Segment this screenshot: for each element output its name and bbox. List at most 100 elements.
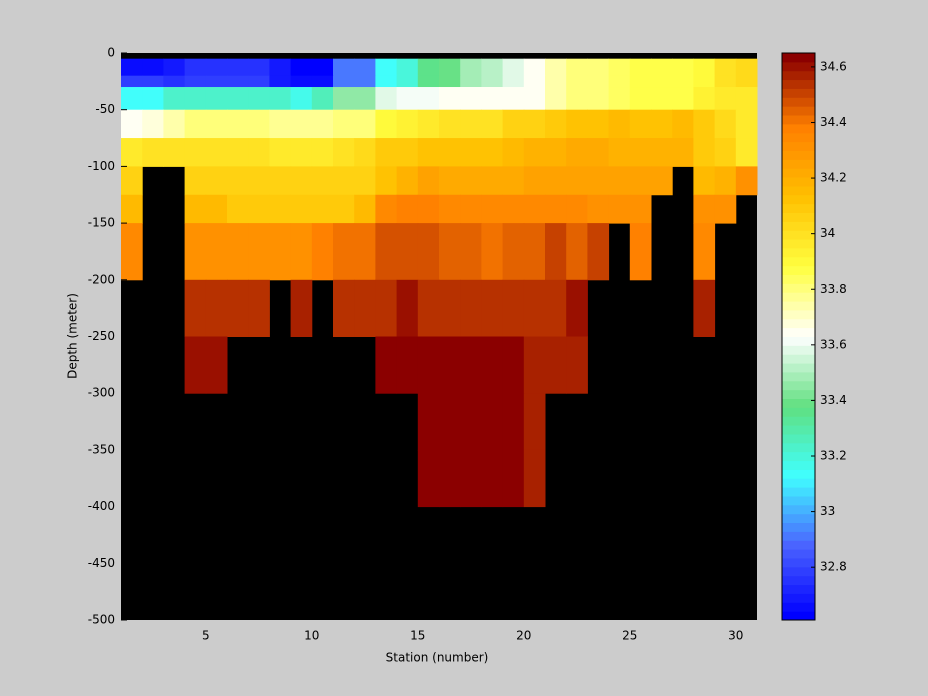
heatmap-cell bbox=[333, 279, 355, 337]
heatmap-cell bbox=[375, 194, 398, 224]
heatmap-cell bbox=[227, 194, 249, 224]
heatmap-cell bbox=[545, 75, 567, 88]
colorbar-swatch bbox=[782, 88, 815, 98]
heatmap-cell bbox=[502, 393, 525, 451]
colorbar-swatch bbox=[782, 425, 815, 435]
heatmap-cell bbox=[184, 87, 207, 111]
colorbar-swatch bbox=[782, 549, 815, 559]
heatmap-cell bbox=[248, 87, 270, 111]
heatmap-cell bbox=[629, 138, 652, 167]
heatmap-cell bbox=[333, 109, 355, 139]
heatmap-cell bbox=[523, 223, 546, 281]
heatmap-cell bbox=[333, 75, 355, 88]
colorbar-swatch bbox=[782, 557, 815, 568]
heatmap-cell bbox=[672, 138, 694, 167]
heatmap-cell bbox=[396, 109, 419, 139]
colorbar-swatch bbox=[782, 460, 815, 470]
heatmap-cell bbox=[651, 58, 673, 77]
heatmap-cell bbox=[354, 109, 376, 139]
heatmap-cell bbox=[651, 87, 673, 111]
colorbar-swatch bbox=[782, 53, 815, 63]
heatmap-cell bbox=[651, 109, 673, 139]
colorbar-tick-label: 32.8 bbox=[820, 560, 847, 574]
heatmap-cell bbox=[439, 87, 461, 111]
heatmap-cell bbox=[460, 336, 482, 394]
heatmap-cell bbox=[163, 58, 186, 77]
heatmap-cell bbox=[311, 223, 334, 281]
heatmap-cell bbox=[735, 87, 758, 111]
colorbar-tick-label: 33.6 bbox=[820, 337, 847, 351]
colorbar-swatch bbox=[782, 221, 815, 231]
heatmap-cell bbox=[439, 279, 461, 337]
heatmap-cell bbox=[566, 87, 588, 111]
colorbar-swatch bbox=[782, 469, 815, 479]
x-axis-label: Station (number) bbox=[386, 651, 489, 665]
heatmap-cell bbox=[587, 223, 610, 281]
y-tick-label: -250 bbox=[88, 329, 115, 343]
heatmap-cell bbox=[545, 58, 567, 77]
heatmap-cell bbox=[163, 138, 186, 167]
heatmap-cell bbox=[439, 449, 461, 508]
colorbar-swatch bbox=[782, 611, 815, 621]
heatmap-cell bbox=[693, 138, 716, 167]
colorbar-swatch bbox=[782, 70, 815, 81]
heatmap-cell bbox=[417, 336, 440, 394]
heatmap-cell bbox=[290, 109, 313, 139]
heatmap-cell bbox=[163, 109, 186, 139]
heatmap-cell bbox=[417, 449, 440, 508]
heatmap-cell bbox=[205, 166, 228, 196]
colorbar-swatch bbox=[782, 522, 815, 532]
heatmap-cell bbox=[417, 194, 440, 224]
colorbar-swatch bbox=[782, 256, 815, 267]
heatmap-cell bbox=[439, 223, 461, 281]
heatmap-cell bbox=[248, 166, 270, 196]
heatmap-cell bbox=[227, 109, 249, 139]
colorbar-tick-label: 33 bbox=[820, 504, 835, 518]
colorbar-swatch bbox=[782, 185, 815, 196]
heatmap-cell bbox=[439, 393, 461, 451]
heatmap-cell bbox=[205, 336, 228, 394]
heatmap-cell bbox=[269, 87, 292, 111]
heatmap-cell bbox=[629, 223, 652, 281]
colorbar-swatch bbox=[782, 318, 815, 329]
heatmap-cell bbox=[545, 166, 567, 196]
heatmap-cell bbox=[439, 138, 461, 167]
colorbar-swatch bbox=[782, 593, 815, 603]
heatmap-cell bbox=[269, 223, 292, 281]
heatmap-cell bbox=[502, 449, 525, 508]
colorbar-frame bbox=[781, 52, 816, 621]
heatmap-cell bbox=[714, 194, 737, 224]
heatmap-cell bbox=[354, 194, 376, 224]
heatmap-cell bbox=[608, 138, 631, 167]
colorbar-swatch bbox=[782, 265, 815, 275]
colorbar-swatch bbox=[782, 407, 815, 417]
heatmap-cell bbox=[523, 138, 546, 167]
heatmap-cell bbox=[523, 279, 546, 337]
heatmap-cell bbox=[523, 449, 546, 508]
heatmap-cell bbox=[227, 279, 249, 337]
heatmap-cell bbox=[481, 58, 504, 77]
heatmap-cell bbox=[121, 109, 143, 139]
heatmap-cell bbox=[184, 75, 207, 88]
heatmap-cell bbox=[227, 58, 249, 77]
colorbar-swatch bbox=[782, 345, 815, 355]
heatmap-cell bbox=[269, 109, 292, 139]
colorbar-tick-label: 34 bbox=[820, 226, 835, 240]
colorbar-swatch bbox=[782, 247, 815, 258]
heatmap-cell bbox=[417, 109, 440, 139]
heatmap-cell bbox=[417, 223, 440, 281]
heatmap-cell bbox=[354, 279, 376, 337]
heatmap-cell bbox=[290, 194, 313, 224]
colorbar-swatch bbox=[782, 531, 815, 541]
heatmap-cell bbox=[651, 166, 673, 196]
heatmap-cell bbox=[587, 138, 610, 167]
colorbar-swatch bbox=[782, 132, 815, 143]
heatmap-cell bbox=[417, 393, 440, 451]
heatmap-cell bbox=[502, 166, 525, 196]
heatmap-cell bbox=[545, 223, 567, 281]
heatmap-cell bbox=[311, 138, 334, 167]
heatmap-cell bbox=[545, 194, 567, 224]
heatmap-cell bbox=[608, 75, 631, 88]
heatmap-cell bbox=[375, 138, 398, 167]
